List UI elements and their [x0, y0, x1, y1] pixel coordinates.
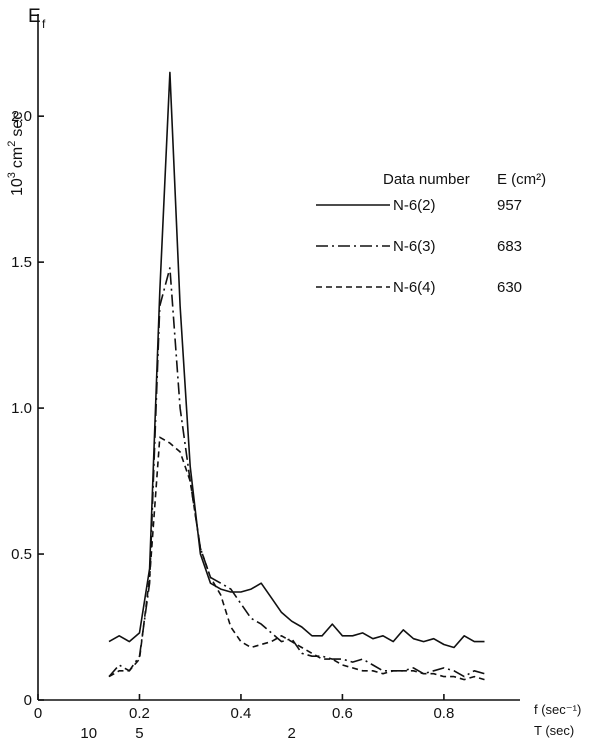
y-symbol: E [28, 6, 41, 27]
x-axis-label: f (sec⁻¹) [534, 702, 581, 717]
legend-series-energy: 630 [497, 279, 522, 296]
period-tick-label: 10 [80, 725, 97, 742]
x-axis-title: f (sec⁻¹) T (sec) [534, 702, 581, 738]
legend-header-name: Data number [383, 171, 470, 188]
legend-series-energy: 957 [497, 197, 522, 214]
x-tick-label: 0.4 [231, 705, 252, 722]
y-tick-label: 1.5 [11, 254, 32, 271]
period-tick-label: 2 [288, 725, 296, 742]
x-tick-label: 0.2 [129, 705, 150, 722]
legend-series-name: N-6(2) [393, 197, 436, 214]
y-axis-title: E f 103 cm2 sec [6, 6, 46, 196]
y-unit-exp2: 2 [6, 141, 18, 147]
x-tick-label: 0.8 [433, 705, 454, 722]
y-unit-prefix: 10 [9, 178, 26, 196]
y-unit-main: cm [9, 147, 26, 168]
y-symbol-subscript: f [42, 17, 46, 31]
legend-series-name: N-6(4) [393, 279, 436, 296]
y-tick-label: 0 [24, 692, 32, 709]
series-line-3 [108, 436, 485, 681]
y-tick-label: 1.0 [11, 400, 32, 417]
svg-text:103cm2sec: 103 cm2 sec [6, 112, 26, 196]
legend-series-energy: 683 [497, 238, 522, 255]
legend-series-name: N-6(3) [393, 238, 436, 255]
period-axis-label: T (sec) [534, 723, 574, 738]
y-tick-label: 2.0 [11, 108, 32, 125]
x-tick-label: 0 [34, 705, 42, 722]
legend-header-value: E (cm²) [497, 171, 546, 188]
period-tick-label: 5 [135, 725, 143, 742]
x-tick-label: 0.6 [332, 705, 353, 722]
y-unit-label: 103 cm2 sec [6, 112, 26, 196]
y-tick-label: 0.5 [11, 546, 32, 563]
series-line-1 [108, 71, 485, 649]
y-unit-exp: 3 [6, 172, 18, 178]
y-unit-tail: sec [9, 112, 26, 137]
series-line-2 [108, 267, 485, 678]
legend: Data number E (cm²) N-6(2) 957 N-6(3) 683 N-… [316, 171, 546, 296]
